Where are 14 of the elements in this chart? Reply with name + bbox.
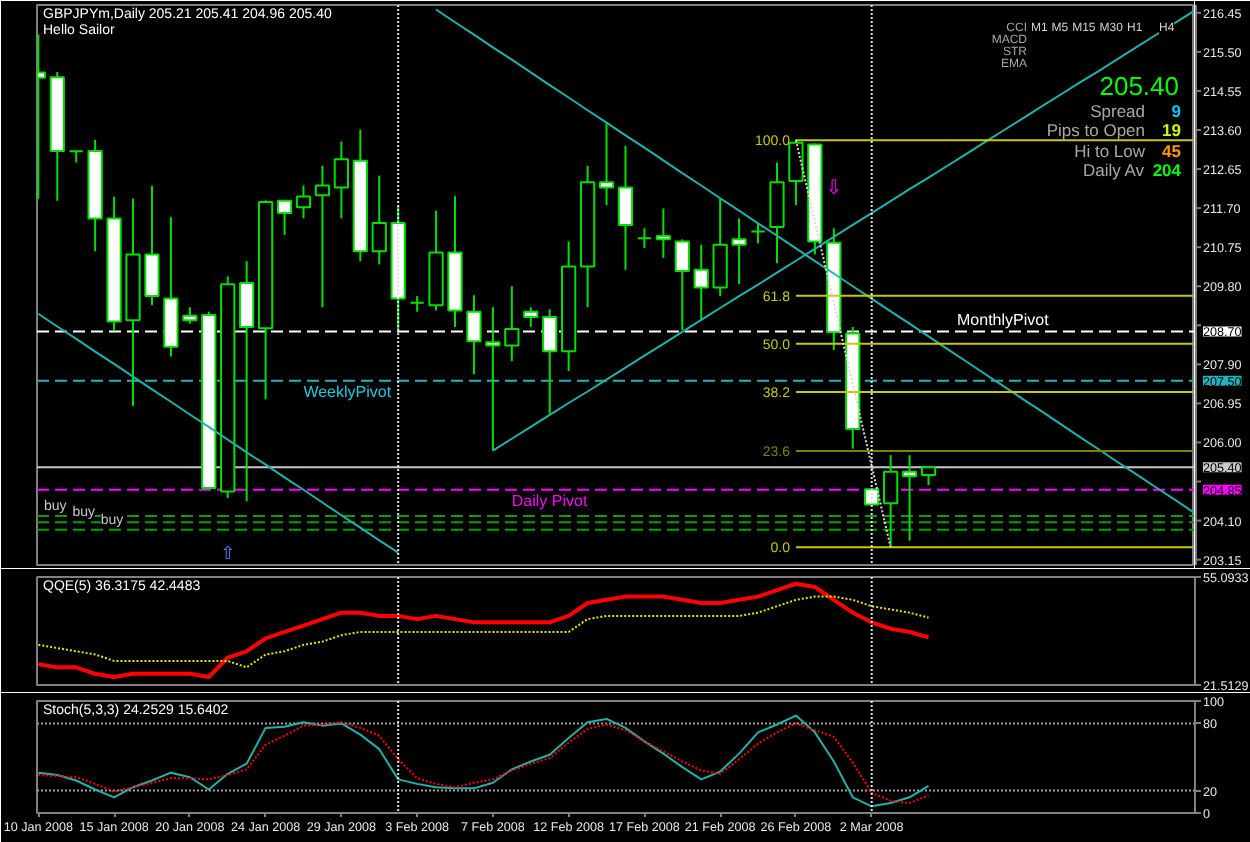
annotation: Daily Av [1082,160,1146,180]
annotation: MonthlyPivot [957,311,1051,330]
annotation: Hi to Low [1074,141,1147,161]
annotation: ⇧ [220,545,236,565]
annotation: Daily Pivot [511,491,589,510]
annotation: Spread [1090,101,1146,121]
annotation: WeeklyPivot [303,382,393,401]
annotation: 19 [1162,120,1182,140]
annotation: 9 [1171,101,1182,121]
annotation: ⇩ [825,178,843,200]
annotation: Pips to Open [1046,120,1146,140]
annotation: 205.40 [1099,71,1180,101]
annotation: 204 [1152,160,1182,180]
annotation: 45 [1162,141,1182,161]
